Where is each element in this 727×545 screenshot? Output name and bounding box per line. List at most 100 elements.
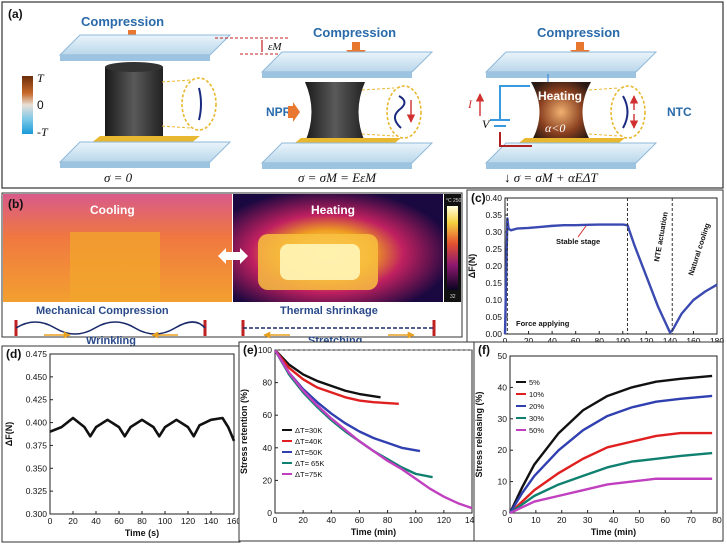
panel_f-ytick-label: 0 (502, 508, 507, 518)
chart-d: 0 20 40 60 80 100 120 140 160 0.300 0.325 0.350 0.37… (1, 345, 241, 543)
panel_f-xtick-label: 30 (583, 515, 593, 525)
panel_e-xtick-label: 60 (355, 515, 365, 525)
panel_c-annotation-stable: Stable stage (556, 237, 600, 246)
panel_c-ytick-label: 0.25 (485, 244, 502, 254)
bottom-plate-1 (58, 141, 232, 163)
panel_f-series-line (508, 374, 713, 514)
panel_c-ytick-label: 0.20 (485, 261, 502, 271)
panel_d-xtick-label: 20 (68, 516, 78, 526)
zoom-circle-2 (386, 85, 422, 139)
panel_f-series-line (509, 451, 713, 514)
panel_c-xtick-label: 0 (503, 336, 508, 346)
compression-label-2: Compression (313, 25, 396, 40)
panel_c-ytick-label: 0.05 (485, 312, 502, 322)
panel_f-xtick-label: 50 (635, 515, 645, 525)
panel_e-xlabel: Time (min) (351, 527, 396, 537)
chart-f: 0 10 20 30 40 50 60 70 80 0 10 20 30 40 50 Time (min) St… (473, 341, 724, 542)
sample-cylinder-2 (305, 82, 365, 142)
compression-arrow-icon-3 (570, 42, 590, 60)
panel_d-ylabel: ΔF(N) (4, 422, 14, 446)
fiber-straight (198, 87, 202, 121)
panel_d-xtick-label: 40 (91, 516, 101, 526)
panel_f-xtick-label: 60 (661, 515, 671, 525)
panel_e-xtick-label: 80 (383, 515, 393, 525)
panel_d-ytick-label: 0.425 (26, 395, 48, 405)
top-plate-3 (484, 51, 658, 73)
panel_c-xtick-label: 40 (547, 336, 557, 346)
panel_c-ytick-label: 0.35 (485, 210, 502, 220)
chart-c: 0 20 40 60 80 100 120 140 160 180 0.00 0.05 0.10 0.15… (466, 189, 724, 363)
panel_c-ytick-label: 0.10 (485, 295, 502, 305)
cooling-label: Cooling (90, 203, 135, 217)
panel_f-legend-label: 5% (529, 378, 540, 387)
panel_e-legend-label: ΔT= 65K (295, 459, 324, 468)
panel_c-annotation-arrow (577, 225, 587, 238)
panel_d-ytick-label: 0.450 (26, 372, 48, 382)
bottom-plate-2 (260, 142, 434, 164)
ntc-label: NTC (667, 105, 692, 119)
chart-e: 0 20 40 60 80 100 120 140 0 20 40 60 80 100 Time (min)… (238, 341, 479, 542)
panel_e-xtick-label: 140 (465, 515, 479, 525)
panel_d-xtick-label: 160 (227, 516, 241, 526)
alpha-label: α<0 (545, 121, 565, 135)
panel_e-plot-area (274, 349, 473, 514)
panel_e-ytick-label: 80 (263, 378, 273, 388)
equation-3: ↓ σ = σM + αEΔT (504, 170, 598, 185)
panel_e-xtick-label: 20 (298, 515, 308, 525)
heating-label: Heating (538, 89, 582, 103)
panel_f-legend-label: 20% (529, 402, 544, 411)
fiber-wrinkled (394, 95, 406, 129)
panel-a-label: (a) (8, 7, 23, 21)
panel_e-xtick-label: 120 (437, 515, 451, 525)
panel_d-label: (d) (6, 347, 21, 361)
legend-bottom-label: -T (37, 125, 49, 139)
thermal-scalebar (447, 206, 458, 290)
panel_d-xtick-label: 80 (137, 516, 147, 526)
panel_d-ytick-label: 0.400 (26, 418, 48, 428)
panel_c-xtick-label: 80 (594, 336, 604, 346)
panel_e-ytick-label: 60 (263, 410, 273, 420)
panel_c-xtick-label: 100 (616, 336, 630, 346)
zoom-circle-3 (610, 85, 646, 139)
panel_f-series-line (509, 477, 713, 515)
panel_f-legend-label: 50% (529, 426, 544, 435)
compression-label-3: Compression (537, 25, 620, 40)
panel_e-ytick-label: 0 (267, 508, 272, 518)
wrinkled-fiber-diagram (15, 321, 206, 335)
panel_f-ytick-label: 50 (498, 351, 508, 361)
panel_c-xtick-label: 160 (686, 336, 700, 346)
npr-arrow-icon (288, 102, 300, 122)
panel_f-legend-label: 30% (529, 414, 544, 423)
thermal-shrinkage-label: Thermal shrinkage (280, 305, 378, 317)
panel_f-series-line (508, 394, 713, 514)
panel_f-xtick-label: 10 (531, 515, 541, 525)
panel_e-ytick-label: 40 (263, 443, 273, 453)
wrinkling-label: Wrinkling (86, 335, 136, 347)
equation-1: σ = 0 (104, 170, 133, 185)
sample-cylinder-heated (531, 82, 591, 142)
panel_d-xtick-label: 140 (204, 516, 218, 526)
npr-label: NPR (266, 105, 292, 119)
panel_e-ytick-label: 100 (258, 345, 272, 355)
panel_c-xtick-label: 20 (524, 336, 534, 346)
panel_c-ytick-label: 0.15 (485, 278, 502, 288)
zoom-circle-1 (181, 77, 217, 131)
setup-compressed: Compression εM NPR σ = σM = EεM (215, 25, 434, 185)
compression-label-1: Compression (81, 14, 164, 29)
mechanical-compression-label: Mechanical Compression (36, 305, 169, 317)
scale-top-label: °C 250 (446, 198, 462, 204)
setup-uncompressed: Compression σ = 0 (58, 14, 232, 185)
panel_c-ytick-label: 0.00 (485, 329, 502, 339)
panel_c-ylabel: ΔF(N) (467, 254, 477, 278)
panel_d-frame (1, 345, 241, 543)
panel_f-xlabel: Time (min) (591, 527, 636, 537)
panel_f-series-line (509, 431, 713, 514)
panel_d-series-line (49, 416, 236, 442)
panel_f-xtick-label: 20 (557, 515, 567, 525)
legend-top-label: T (37, 71, 45, 85)
heating-label-b: Heating (311, 203, 355, 217)
current-label: I (467, 97, 473, 111)
panel_d-xtick-label: 60 (114, 516, 124, 526)
panel_d-xtick-label: 120 (181, 516, 195, 526)
